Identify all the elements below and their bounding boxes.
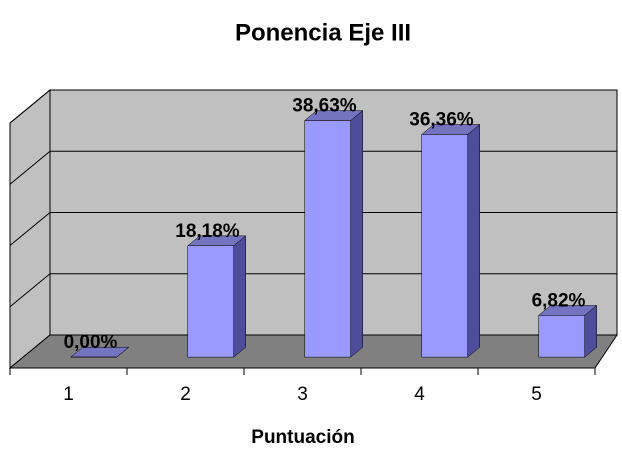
data-label: 0,00%	[64, 332, 118, 353]
x-tick-label: 3	[297, 384, 308, 405]
chart-title: Ponencia Eje III	[235, 19, 411, 46]
bar	[538, 315, 585, 358]
grid-line	[9, 273, 51, 308]
data-label: 38,63%	[292, 96, 357, 117]
data-label: 36,36%	[409, 109, 474, 130]
data-label: 6,82%	[532, 290, 586, 311]
bar-side	[233, 235, 246, 358]
x-tick-label: 5	[531, 384, 542, 405]
bar	[304, 120, 351, 358]
bar-side	[467, 123, 480, 358]
bar	[421, 134, 468, 358]
x-tick-label: 2	[180, 384, 191, 405]
grid-line	[9, 150, 51, 185]
grid-line	[9, 212, 51, 246]
x-axis-title: Puntuación	[251, 427, 354, 448]
data-label: 18,18%	[175, 221, 240, 242]
x-tick-label: 4	[414, 384, 425, 405]
grid-line	[9, 89, 51, 124]
bar-side	[350, 110, 363, 358]
bar	[187, 245, 234, 358]
x-tick-label: 1	[63, 384, 74, 405]
